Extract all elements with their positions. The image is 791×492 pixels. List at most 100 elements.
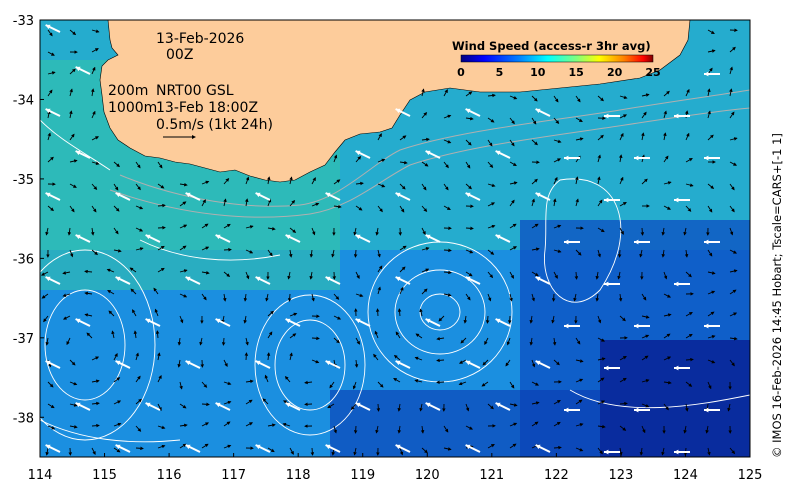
- current-arrow: [47, 89, 53, 97]
- current-arrow: [377, 249, 381, 258]
- lon-tick-label: 118: [286, 468, 311, 483]
- current-arrow: [289, 176, 293, 185]
- current-arrow: [179, 381, 183, 390]
- wind-arrow: [425, 318, 441, 327]
- wind-arrow: [255, 192, 271, 201]
- wind-arrow: [604, 197, 620, 203]
- current-arrow: [465, 139, 472, 146]
- current-arrow: [67, 227, 72, 236]
- current-arrow: [617, 249, 622, 258]
- current-arrow: [707, 447, 711, 456]
- current-arrow: [333, 179, 341, 185]
- current-arrow: [289, 333, 297, 339]
- current-arrow: [443, 205, 451, 210]
- wind-arrow: [395, 192, 411, 201]
- current-arrow: [157, 267, 165, 273]
- legend-title: Wind Speed (access-r 3hr avg): [452, 39, 651, 53]
- current-arrow: [443, 293, 452, 297]
- wind-arrow: [355, 402, 371, 411]
- lat-tick-label: -38: [13, 411, 34, 426]
- current-arrow: [311, 293, 315, 302]
- current-arrow: [63, 315, 71, 320]
- wind-arrow: [115, 360, 131, 369]
- current-arrow: [531, 401, 540, 405]
- current-arrow: [531, 293, 535, 302]
- current-arrow: [333, 204, 342, 209]
- current-arrow: [288, 249, 293, 258]
- time-label: 00Z: [166, 47, 193, 63]
- current-arrow: [487, 224, 496, 229]
- wind-arrow: [704, 323, 720, 329]
- current-arrow: [223, 400, 232, 405]
- current-arrow: [179, 182, 188, 187]
- current-arrow: [597, 176, 601, 185]
- current-arrow: [531, 247, 540, 251]
- current-arrow: [531, 421, 539, 427]
- lat-tick-label: -33: [13, 14, 34, 29]
- current-arrow: [355, 271, 360, 279]
- current-arrow: [640, 227, 645, 236]
- current-arrow: [685, 357, 694, 362]
- current-arrow: [619, 401, 628, 406]
- current-arrow: [575, 399, 583, 405]
- ocean-deep-south: [330, 390, 600, 457]
- current-arrow: [69, 205, 75, 213]
- wind-arrow: [325, 444, 341, 453]
- current-arrow: [641, 379, 650, 383]
- current-arrow: [91, 356, 100, 361]
- current-arrow: [179, 443, 187, 449]
- current-arrow: [685, 132, 690, 141]
- current-arrow: [157, 375, 162, 383]
- isobath-1000m: [109, 107, 750, 218]
- current-arrow: [377, 183, 386, 188]
- current-arrow: [223, 223, 231, 229]
- current-arrow: [531, 381, 539, 386]
- current-arrow: [465, 161, 471, 169]
- wind-arrow: [325, 192, 341, 201]
- current-arrow: [661, 227, 666, 236]
- current-arrow: [707, 271, 716, 275]
- current-arrow: [157, 352, 161, 361]
- current-arrow: [683, 425, 687, 434]
- current-arrow: [482, 359, 489, 366]
- current-arrow: [553, 271, 558, 279]
- current-arrow: [729, 227, 734, 236]
- nrt-label: NRT00 GSL: [156, 83, 234, 99]
- current-arrow: [47, 71, 56, 75]
- current-arrow: [223, 444, 232, 449]
- current-arrow: [729, 161, 737, 166]
- current-arrow: [509, 223, 517, 229]
- current-arrow: [487, 161, 494, 168]
- current-arrow: [311, 227, 316, 236]
- current-arrow: [487, 117, 495, 123]
- current-arrow: [663, 90, 670, 97]
- current-arrow: [727, 403, 731, 412]
- wind-arrow: [325, 276, 341, 285]
- current-vectors: [41, 28, 738, 456]
- current-arrow: [329, 381, 335, 389]
- current-arrow: [575, 176, 579, 185]
- current-arrow: [157, 245, 165, 251]
- current-arrow: [399, 205, 405, 213]
- current-arrow: [352, 381, 357, 390]
- current-arrow: [91, 205, 97, 213]
- current-arrow: [91, 161, 100, 165]
- current-arrow: [47, 110, 51, 119]
- current-arrow: [327, 403, 335, 409]
- wind-arrow: [425, 234, 441, 243]
- current-arrow: [639, 249, 643, 258]
- current-arrow: [113, 183, 119, 191]
- current-arrow: [223, 198, 227, 207]
- current-arrow: [90, 88, 95, 97]
- current-arrow: [685, 183, 694, 187]
- current-arrow: [487, 139, 493, 147]
- wind-arrow: [535, 360, 551, 369]
- current-arrow: [47, 29, 53, 37]
- current-arrow: [685, 403, 689, 412]
- wind-arrow: [185, 276, 201, 285]
- current-arrow: [155, 330, 160, 339]
- current-arrow: [484, 337, 489, 345]
- current-arrow: [575, 137, 584, 141]
- current-arrow: [729, 137, 738, 141]
- current-arrow: [45, 447, 49, 456]
